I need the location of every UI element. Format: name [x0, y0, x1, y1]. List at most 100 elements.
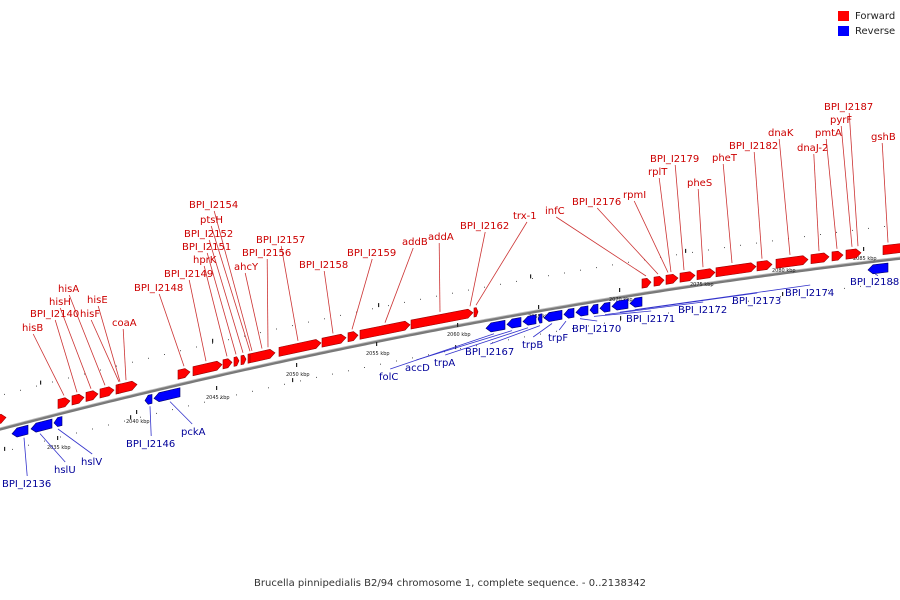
minor-tick — [476, 345, 477, 347]
reverse-gene-label: BPI_I2174 — [785, 288, 834, 299]
reverse-swatch — [838, 26, 849, 36]
map-caption: Brucella pinnipedialis B2/94 chromosome … — [254, 578, 646, 589]
leader-line — [840, 125, 853, 247]
leader-line — [674, 164, 685, 271]
minor-tick — [844, 287, 845, 289]
minor-tick — [172, 409, 173, 411]
leader-line — [206, 252, 237, 355]
leader-line — [97, 305, 121, 382]
leader-line — [825, 138, 838, 249]
minor-tick — [884, 226, 885, 227]
label-leader-lines — [23, 112, 889, 477]
leader-line — [149, 406, 152, 437]
minor-tick — [412, 357, 413, 359]
reverse-gene-label: BPI_I2171 — [626, 314, 675, 325]
minor-tick — [92, 428, 93, 430]
forward-gene-label: hisA — [58, 284, 79, 295]
leader-line — [213, 210, 253, 351]
leader-line — [203, 265, 228, 357]
minor-tick — [268, 387, 269, 389]
minor-tick — [388, 305, 389, 307]
forward-gene-label: trx-1 — [513, 211, 537, 222]
major-tick — [40, 380, 42, 385]
leader-line — [753, 151, 763, 259]
gene-arrow-trpf — [563, 307, 575, 319]
minor-tick — [436, 295, 437, 297]
gene-arrow-bpi-i2162 — [473, 307, 479, 318]
minor-tick — [588, 325, 589, 327]
gene-arrow-rplt — [665, 273, 679, 285]
minor-tick — [220, 398, 221, 399]
leader-line — [384, 247, 414, 323]
gene-features — [0, 243, 900, 438]
minor-tick — [332, 373, 333, 375]
forward-gene-label: pheT — [712, 153, 738, 164]
forward-gene-label: pyrF — [830, 115, 852, 126]
gene-arrow-pmta — [831, 250, 844, 262]
minor-tick — [676, 254, 677, 256]
minor-tick — [308, 321, 309, 323]
scale-tick-mark — [457, 323, 459, 327]
minor-tick — [708, 249, 709, 251]
gene-arrow-accd — [506, 317, 522, 329]
minor-tick — [356, 311, 357, 313]
minor-tick — [12, 448, 13, 450]
minor-tick — [396, 360, 397, 362]
leader-line — [351, 258, 373, 330]
minor-tick — [340, 314, 341, 316]
scale-label-2085-kbp: 2085 kbp — [853, 256, 877, 262]
minor-tick — [348, 370, 349, 372]
leader-line — [881, 142, 889, 243]
minor-tick — [100, 369, 101, 371]
forward-gene-label: gshB — [871, 132, 896, 143]
minor-tick — [20, 389, 21, 391]
minor-tick — [876, 284, 877, 285]
major-tick — [130, 415, 132, 420]
leader-line — [169, 401, 193, 425]
gene-arrow-folc — [485, 319, 506, 333]
forward-gene-label: pmtA — [815, 128, 842, 139]
gene-arrow-pcka — [153, 387, 181, 403]
minor-tick — [36, 385, 37, 387]
forward-gene-label: BPI_I2156 — [242, 248, 291, 259]
minor-tick — [300, 380, 301, 382]
forward-gene-label: BPI_I2152 — [184, 229, 233, 240]
reverse-gene-label: BPI_I2136 — [2, 479, 51, 490]
scale-tick-mark — [538, 305, 540, 309]
major-tick — [292, 378, 294, 383]
minor-tick — [252, 390, 253, 392]
gene-arrow-bpi-i2176 — [653, 276, 665, 287]
minor-tick — [148, 357, 149, 359]
minor-tick — [620, 320, 621, 322]
gene-arrow-bpi-i2140 — [71, 393, 85, 406]
forward-gene-label: BPI_I2187 — [824, 102, 873, 113]
scale-label-2050-kbp: 2050 kbp — [286, 372, 310, 378]
reverse-gene-label: hslU — [54, 465, 76, 476]
scale-label-2075-kbp: 2075 kbp — [690, 282, 714, 288]
minor-tick — [188, 405, 189, 407]
minor-tick — [28, 444, 29, 446]
reverse-gene-label: pckA — [181, 427, 206, 438]
minor-tick — [532, 278, 533, 279]
forward-gene-label: BPI_I2176 — [572, 197, 621, 208]
leader-line — [778, 138, 791, 255]
minor-tick — [276, 328, 277, 330]
gene-arrow-bpi-i2173 — [611, 298, 629, 311]
minor-tick — [156, 412, 157, 414]
leader-line — [469, 231, 486, 307]
minor-tick — [612, 264, 613, 266]
minor-tick — [564, 272, 565, 274]
minor-tick — [108, 424, 109, 426]
leader-line — [874, 273, 879, 277]
gene-arrow-addb — [359, 320, 411, 340]
gene-arrow-bpi-i2136 — [11, 424, 29, 438]
minor-tick — [324, 318, 325, 320]
minor-tick — [852, 229, 853, 231]
minor-tick — [164, 354, 165, 355]
gene-arrow-bpi-i2188 — [867, 262, 889, 275]
minor-tick — [484, 286, 485, 288]
leader-line — [813, 153, 820, 252]
forward-gene-label: rpmI — [623, 190, 646, 201]
leader-line — [32, 333, 65, 396]
minor-tick — [228, 339, 229, 341]
